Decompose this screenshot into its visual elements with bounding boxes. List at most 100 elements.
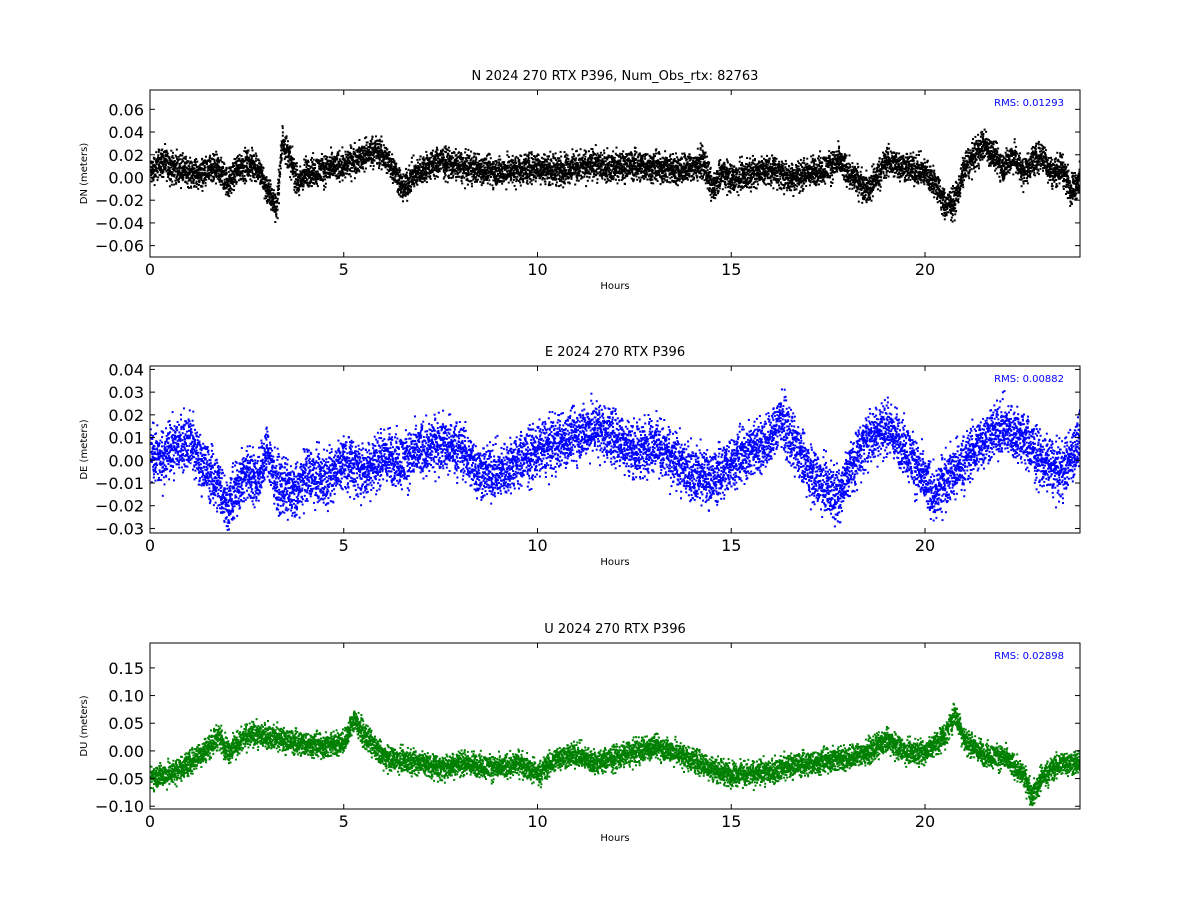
north-point — [208, 173, 210, 176]
north-point — [599, 154, 601, 157]
north-point — [478, 168, 481, 171]
north-point — [284, 148, 287, 151]
north-point — [559, 168, 562, 171]
north-point — [150, 180, 153, 183]
north-point — [586, 179, 589, 182]
north-point — [286, 156, 289, 158]
north-point — [623, 176, 626, 179]
north-point — [609, 180, 612, 183]
north-point — [563, 173, 565, 175]
north-point — [559, 171, 562, 174]
north-point — [601, 173, 604, 176]
north-point — [213, 158, 216, 161]
north-point — [323, 169, 326, 172]
north-point — [289, 170, 292, 173]
north-point — [584, 155, 587, 158]
north-point — [603, 178, 606, 181]
north-point — [161, 148, 164, 151]
north-point — [167, 176, 170, 178]
north-point — [332, 161, 335, 164]
north-point — [272, 192, 275, 195]
north-point — [582, 159, 585, 162]
north-point — [495, 161, 498, 164]
north-point — [238, 153, 241, 156]
north-point — [617, 154, 619, 157]
north-point — [575, 176, 578, 179]
north-point — [435, 168, 438, 171]
north-point — [214, 174, 217, 177]
north-point — [395, 181, 398, 184]
north-point — [290, 166, 293, 169]
north-point — [196, 177, 199, 180]
north-point — [544, 183, 547, 186]
north-point — [234, 158, 237, 161]
north-point — [409, 176, 412, 179]
north-point — [591, 166, 594, 169]
north-point — [554, 166, 557, 169]
north-point — [582, 154, 585, 157]
north-point — [481, 165, 484, 168]
north-point — [176, 168, 179, 170]
north-point — [186, 182, 189, 185]
north-point — [358, 147, 361, 150]
north-point — [628, 152, 631, 155]
north-point — [210, 167, 213, 170]
north-point — [584, 171, 587, 174]
north-point — [310, 185, 313, 188]
north-point — [621, 175, 624, 178]
north-point — [341, 158, 344, 161]
north-point — [428, 158, 431, 161]
north-point — [235, 181, 238, 183]
north-point — [306, 181, 309, 184]
north-point — [546, 176, 549, 179]
north-point — [248, 160, 251, 163]
north-point — [471, 163, 474, 166]
north-point — [595, 161, 598, 164]
north-point — [565, 172, 567, 175]
north-point — [233, 189, 235, 192]
north-point — [430, 170, 433, 173]
north-point — [172, 173, 175, 176]
north-point — [472, 170, 475, 173]
north-point — [589, 162, 592, 165]
north-point — [226, 181, 229, 184]
north-point — [272, 189, 275, 192]
north-point — [454, 164, 457, 167]
north-point — [475, 175, 478, 178]
north-point — [612, 164, 615, 167]
north-point — [552, 162, 555, 165]
north-point — [166, 152, 169, 155]
north-point — [391, 174, 394, 177]
north-point — [324, 178, 327, 181]
north-point — [524, 176, 527, 179]
north-point — [265, 192, 268, 195]
north-point — [421, 171, 424, 174]
north-point — [623, 182, 626, 185]
north-point — [208, 167, 210, 170]
north-point — [471, 185, 473, 188]
north-point — [209, 168, 212, 171]
north-point — [170, 149, 173, 152]
north-point — [372, 150, 375, 153]
north-point — [480, 162, 483, 165]
north-point — [203, 169, 206, 172]
north-point — [353, 170, 356, 173]
north-point — [309, 179, 312, 182]
north-point — [547, 155, 550, 158]
north-point — [546, 160, 549, 163]
north-point — [606, 180, 608, 183]
north-point — [555, 169, 558, 172]
north-point — [621, 156, 623, 159]
north-point — [383, 146, 386, 149]
north-point — [294, 172, 297, 175]
north-point — [168, 156, 171, 159]
north-point — [606, 168, 609, 171]
north-point — [294, 163, 297, 165]
north-point — [393, 179, 396, 182]
north-point — [564, 155, 567, 157]
north-point — [185, 167, 188, 169]
north-point — [533, 155, 536, 157]
north-point — [434, 169, 437, 172]
north-point — [175, 175, 178, 178]
north-point — [213, 172, 216, 175]
